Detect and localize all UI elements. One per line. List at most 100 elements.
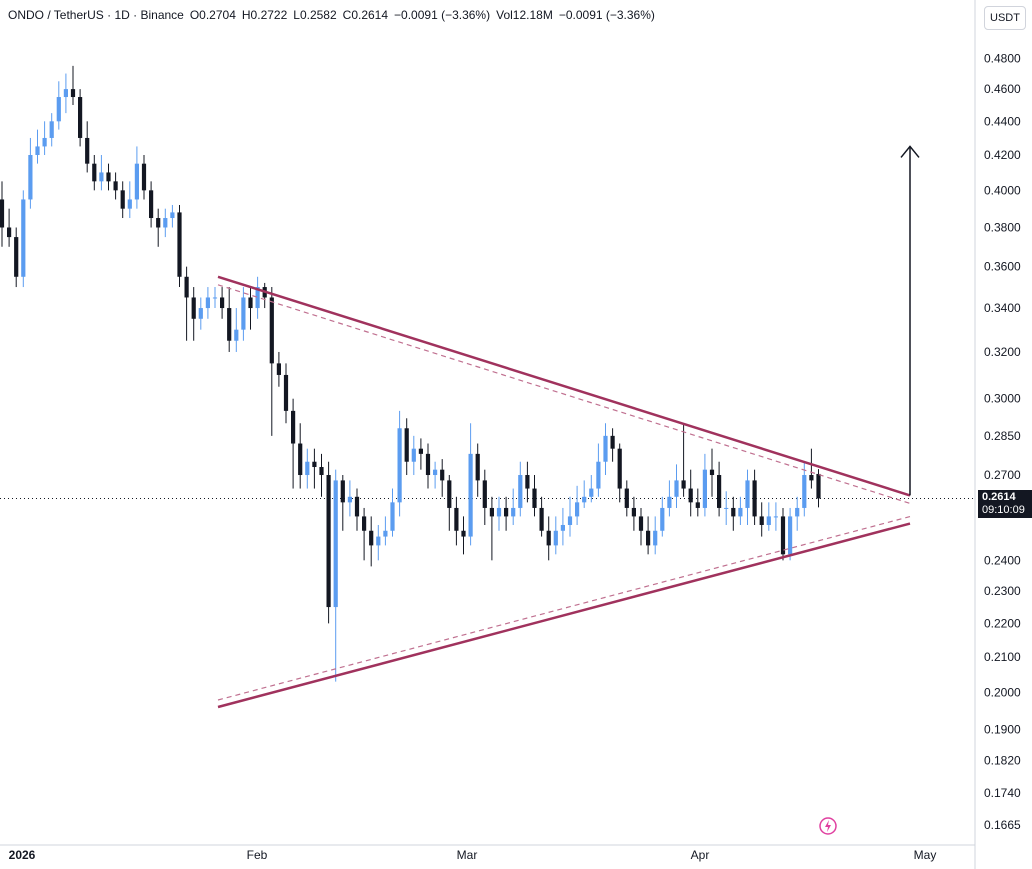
candle-body [560,524,565,531]
candle-body [319,467,324,476]
candle-body [376,536,381,546]
candle-body [504,507,509,517]
candle-body [170,212,175,219]
lower-trendline [217,522,911,709]
candle-body [276,363,281,375]
candle-body [738,507,743,517]
price-axis[interactable]: 0.4800 0.4600 0.4400 0.4200 0.4000 0.3800 0.36… [974,0,1021,869]
time-tick-label: Apr [691,848,710,862]
lightning-icon[interactable] [818,816,838,836]
candle-body [454,507,459,531]
candle-body [156,218,161,228]
candle-body [525,475,530,489]
candle-body [177,212,182,277]
candle-body [227,308,232,341]
candle-body [92,163,97,182]
candle-body [631,507,636,517]
candle-body [106,172,111,182]
candle-body [660,507,665,531]
candle-body [809,475,814,481]
candle-body [575,502,580,517]
candle-body [241,297,246,330]
candle-body [305,461,310,476]
candle-body [369,530,374,546]
candle-body [745,480,750,508]
candle-body [496,507,502,517]
candle-body [788,516,793,555]
time-tick-label: May [914,848,937,862]
candle-body [717,475,722,508]
candle-body [56,97,61,122]
price-tick-label: 0.2700 [984,468,1021,482]
candle-body [759,516,764,525]
currency-unit-button[interactable]: USDT [984,6,1026,30]
candle-body [603,435,608,462]
price-tick-label: 0.4200 [984,148,1021,162]
price-tick-label: 0.3400 [984,301,1021,315]
candle-body [383,530,388,537]
candle-body [212,297,218,299]
projection-arrow[interactable] [900,145,920,496]
price-tick-label: 0.3600 [984,260,1021,274]
candles-series [0,65,821,682]
change-value: −0.0091 (−3.36%) [394,8,491,22]
volume-change-value: −0.0091 (−3.36%) [558,8,655,22]
candle-body [326,475,331,608]
candle-body [802,475,807,508]
candle-body [35,146,40,156]
candle-body [255,287,260,309]
candle-body [163,218,168,228]
low-value: L0.2582 [293,8,337,22]
candle-body [141,163,147,191]
candle-body [397,428,402,503]
candle-body [149,190,154,219]
candle-body [567,516,573,525]
candle-body [773,516,778,518]
price-tick-label: 0.1900 [984,723,1021,737]
candle-body [70,89,76,98]
candle-body [205,297,210,309]
candle-body [475,453,480,481]
last-price-tag: 0.2614 09:10:09 [978,490,1032,519]
candle-body [28,155,33,200]
candle-body [646,530,651,546]
candle-body [85,137,90,164]
close-value: C0.2614 [342,8,389,22]
time-tick-label: 2026 [9,848,36,862]
candle-body [49,121,54,138]
time-tick-label: Feb [247,848,268,862]
candle-body [724,507,729,509]
candle-body [312,461,317,468]
candle-body [433,469,438,476]
price-tick-label: 0.2000 [984,685,1021,699]
candle-body [298,443,303,476]
price-tick-label: 0.2200 [984,616,1021,630]
open-value: O0.2704 [189,8,236,22]
symbol-label[interactable]: ONDO / TetherUS · 1D · Binance [8,8,184,22]
candle-body [482,480,487,508]
candle-body [42,137,47,147]
candle-body [624,488,629,508]
price-tick-label: 0.1740 [984,786,1021,800]
candle-body [390,502,395,531]
candle-body [354,496,360,517]
price-tick-label: 0.3800 [984,220,1021,234]
time-axis[interactable]: 2026 Feb Mar Apr May [0,844,975,862]
candle-body [134,163,139,200]
triangle-trendlines[interactable] [217,275,911,709]
last-price-value: 0.2614 [982,491,1016,504]
candle-body [461,530,466,537]
chart-legend: ONDO / TetherUS · 1D · Binance O0.2704 H… [8,6,655,24]
candle-body [667,496,672,508]
lower-dashed-line [217,515,911,701]
price-tick-label: 0.3000 [984,392,1021,406]
candle-body [404,428,409,462]
candle-body [688,488,693,503]
price-tick-label: 0.1820 [984,754,1021,768]
candle-body [198,308,203,319]
candle-body [518,475,523,508]
price-tick-label: 0.4400 [984,114,1021,128]
currency-unit-label: USDT [990,12,1020,24]
high-value: H0.2722 [241,8,288,22]
